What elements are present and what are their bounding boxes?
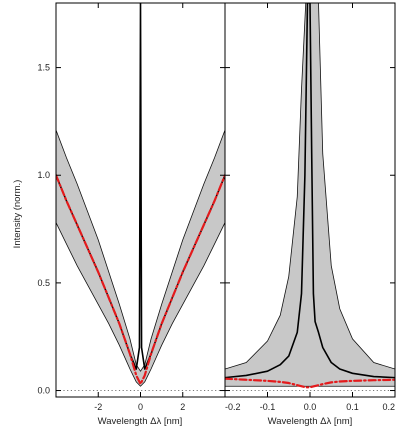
left-dash-dot-profile-line xyxy=(56,174,225,386)
left-y-tick-label: 0.5 xyxy=(37,278,50,288)
right-panel: -0.2 -0.1 0.0 0.1 0.2 xyxy=(224,2,396,412)
y-axis-title: Intensity (norm.) xyxy=(12,180,23,249)
left-panel: -2 0 2 0.0 0.5 1.0 1.5 xyxy=(37,2,226,412)
left-solid-profile-line xyxy=(56,3,225,370)
right-x-tick-label: 0.2 xyxy=(382,402,395,412)
left-x-tick-label: 2 xyxy=(180,402,185,412)
right-range-band xyxy=(225,3,395,387)
right-x-tick-label: -0.2 xyxy=(225,402,241,412)
right-x-tick-label: 0.0 xyxy=(304,402,317,412)
left-y-tick-label: 1.0 xyxy=(37,170,50,180)
left-y-tick-label: 0.0 xyxy=(37,386,50,396)
left-range-band xyxy=(56,129,225,387)
right-x-axis-title: Wavelength Δλ [nm] xyxy=(268,416,353,427)
right-x-tick-label: 0.1 xyxy=(346,402,359,412)
right-solid-profile-line xyxy=(225,3,395,379)
right-dash-dot-profile-line xyxy=(225,377,395,389)
left-x-tick-label: 0 xyxy=(138,402,143,412)
left-x-tick-label: -2 xyxy=(94,402,102,412)
right-x-tick-label: -0.1 xyxy=(260,402,276,412)
left-y-tick-label: 1.5 xyxy=(37,63,50,73)
left-x-axis-title: Wavelength Δλ [nm] xyxy=(98,416,183,427)
